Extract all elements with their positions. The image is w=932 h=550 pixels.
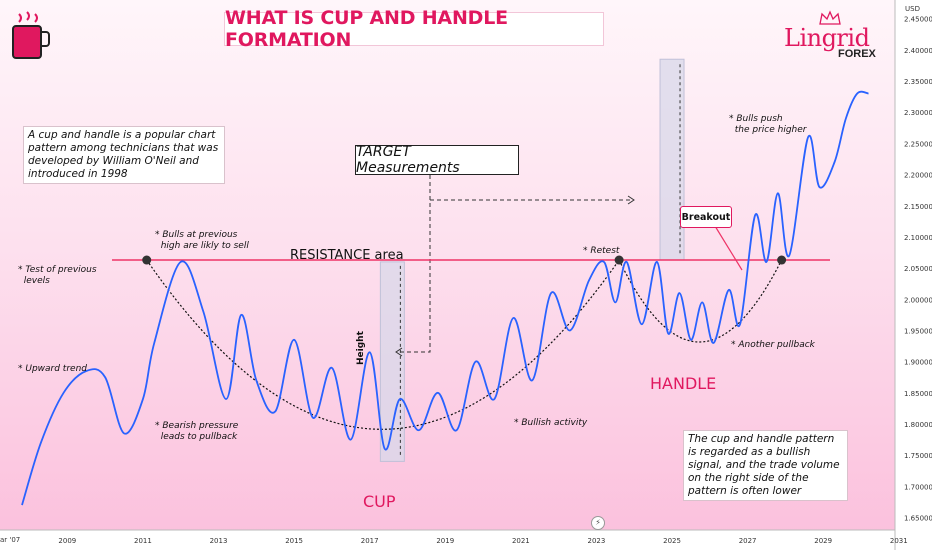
y-tick-label: 1.85000: [904, 390, 932, 398]
signal-note: The cup and handle pattern is regarded a…: [683, 430, 848, 501]
y-tick-label: 2.15000: [904, 203, 932, 211]
x-tick-label: 2021: [512, 537, 530, 545]
bulls-sell-label: * Bulls at previous high are likly to se…: [155, 230, 249, 251]
x-tick-label: 2011: [134, 537, 152, 545]
brand-logo: Lingrid FOREX: [778, 10, 878, 60]
y-tick-label: 2.45000: [904, 16, 932, 24]
x-tick-label: 2031: [890, 537, 908, 545]
cup-icon: [12, 11, 50, 59]
x-tick-label: 2029: [814, 537, 832, 545]
bullish-activity-label: * Bullish activity: [514, 418, 588, 428]
handle-label: HANDLE: [650, 374, 717, 393]
retest-dot: [614, 255, 624, 265]
y-tick-label: 2.25000: [904, 140, 932, 148]
breakout-box: Breakout: [680, 206, 732, 228]
title-box: WHAT IS CUP AND HANDLE FORMATION: [224, 7, 604, 51]
handle-end-dot: [777, 255, 787, 265]
x-tick-label: 2027: [739, 537, 757, 545]
y-tick-label: 2.40000: [904, 47, 932, 55]
y-tick-label: 2.35000: [904, 78, 932, 86]
x-axis-cut-label: ar '07: [0, 536, 21, 544]
handle-curve: [618, 259, 783, 343]
x-tick-label: 2023: [588, 537, 606, 545]
y-tick-label: 2.20000: [904, 172, 932, 180]
logo-word: Lingrid: [784, 24, 870, 52]
y-tick-label: 1.70000: [904, 483, 932, 491]
y-tick-label: 1.65000: [904, 515, 932, 523]
target-measurements-box: TARGET Measurements: [355, 144, 519, 176]
y-tick-label: 2.00000: [904, 296, 932, 304]
arrow-right: [627, 195, 635, 205]
arrow-left: [395, 347, 403, 357]
y-tick-label: 2.05000: [904, 265, 932, 273]
bearish-label: * Bearish pressure leads to pullback: [155, 421, 239, 442]
y-tick-label: 1.80000: [904, 421, 932, 429]
bulls-push-label: * Bulls push the price higher: [729, 114, 807, 135]
x-tick-label: 2009: [58, 537, 76, 545]
y-tick-label: 2.30000: [904, 109, 932, 117]
currency-label: USD: [905, 5, 920, 13]
x-tick-label: 2025: [663, 537, 681, 545]
target-connector-down: [398, 175, 431, 353]
x-tick-label: 2017: [361, 537, 379, 545]
x-tick-label: 2019: [436, 537, 454, 545]
cup-label: CUP: [363, 492, 396, 511]
another-pullback-label: * Another pullback: [731, 340, 815, 350]
y-axis-strip: [895, 0, 932, 550]
test-previous-label: * Test of previous levels: [18, 265, 97, 286]
height-label: Height: [356, 331, 366, 365]
y-tick-label: 2.10000: [904, 234, 932, 242]
x-tick-label: 2013: [210, 537, 228, 545]
resistance-label: RESISTANCE area: [290, 248, 404, 263]
logo-sub: FOREX: [838, 48, 876, 60]
x-tick-label: 2015: [285, 537, 303, 545]
x-axis-strip: [0, 530, 932, 550]
chart-title: WHAT IS CUP AND HANDLE FORMATION: [225, 7, 508, 51]
upward-trend-label: * Upward trend: [18, 364, 87, 374]
cup-curve: [146, 259, 620, 430]
y-tick-label: 1.95000: [904, 327, 932, 335]
retest-label: * Retest: [583, 246, 620, 256]
breakout-pointer: [714, 225, 743, 271]
y-tick-label: 1.90000: [904, 359, 932, 367]
crown-icon: [819, 10, 841, 25]
y-tick-label: 1.75000: [904, 452, 932, 460]
intro-note: A cup and handle is a popular chart patt…: [23, 126, 225, 184]
reload-icon[interactable]: ⚡: [591, 516, 605, 530]
price-line: [21, 90, 869, 506]
cup-start-dot: [142, 255, 152, 265]
